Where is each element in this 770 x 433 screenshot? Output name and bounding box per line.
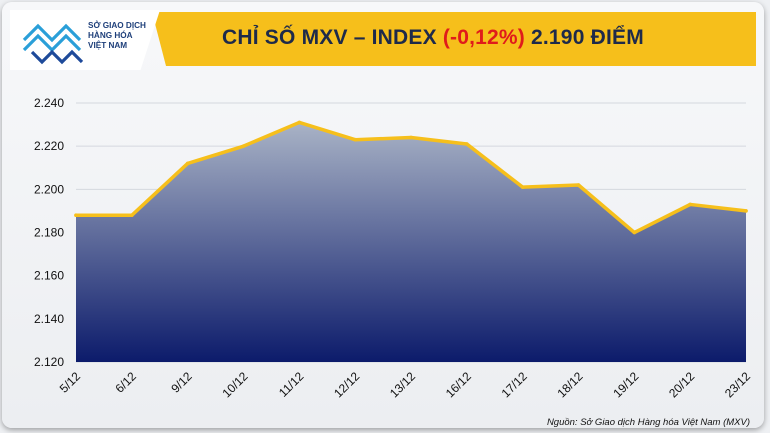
x-tick-label: 12/12	[331, 369, 362, 400]
chart-title: CHỈ SỐ MXV – INDEX (-0,12%) 2.190 ĐIỂM	[222, 26, 742, 50]
y-tick-label: 2.240	[34, 96, 64, 110]
x-tick-label: 6/12	[113, 369, 140, 396]
data-point	[353, 137, 357, 142]
data-point	[185, 161, 190, 166]
title-change: (-0,12%)	[442, 26, 525, 49]
y-tick-label: 2.120	[34, 355, 64, 369]
data-point	[241, 144, 246, 148]
logo-line-1: SỞ GIAO DỊCH	[88, 21, 146, 30]
data-point	[688, 202, 692, 207]
data-point	[744, 209, 748, 213]
index-area	[76, 122, 746, 362]
x-tick-label: 9/12	[168, 369, 195, 396]
x-tick-label: 11/12	[276, 369, 307, 400]
data-point	[632, 230, 637, 235]
title-suffix: 2.190 ĐIỂM	[524, 26, 644, 49]
x-tick-label: 16/12	[443, 369, 474, 400]
data-point	[465, 142, 469, 146]
logo-line-2: HÀNG HÓA	[88, 31, 133, 40]
logo-text: SỞ GIAO DỊCH HÀNG HÓA VIỆT NAM	[88, 21, 168, 51]
y-tick-label: 2.140	[34, 312, 64, 326]
x-tick-label: 5/12	[57, 369, 84, 396]
logo-line-3: VIỆT NAM	[88, 41, 128, 50]
y-tick-label: 2.180	[34, 226, 64, 240]
data-point	[520, 185, 525, 189]
y-tick-label: 2.160	[34, 269, 64, 283]
x-tick-label: 18/12	[554, 369, 585, 400]
data-point	[74, 213, 78, 218]
x-tick-label: 23/12	[722, 369, 753, 400]
x-tick-label: 19/12	[610, 369, 641, 400]
data-point	[130, 213, 134, 218]
x-tick-label: 20/12	[666, 369, 697, 400]
title-prefix: CHỈ SỐ MXV – INDEX	[222, 26, 443, 49]
source-note: Nguồn: Sở Giao dịch Hàng hóa Việt Nam (M…	[546, 417, 750, 428]
y-tick-label: 2.220	[34, 139, 64, 153]
y-tick-label: 2.200	[34, 182, 64, 196]
data-point	[576, 183, 581, 187]
title-banner	[152, 12, 756, 66]
data-point	[297, 120, 302, 125]
x-tick-label: 13/12	[387, 369, 418, 400]
x-tick-label: 17/12	[499, 369, 530, 400]
logo	[10, 10, 160, 70]
x-tick-label: 10/12	[219, 369, 250, 400]
data-point	[409, 135, 413, 140]
mxv-logo-icon	[22, 23, 84, 65]
